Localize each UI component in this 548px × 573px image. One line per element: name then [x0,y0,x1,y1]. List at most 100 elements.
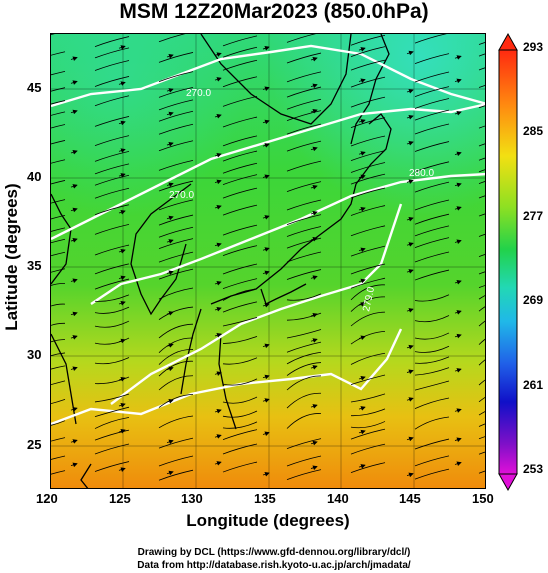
streamline-arrow [262,174,270,180]
colorbar [498,32,518,492]
streamline-arrow [166,239,174,244]
streamline-arrow [358,464,366,469]
streamline-arrow [406,369,414,375]
streamline-arrow [214,371,222,376]
contour-label: 270.0 [186,88,211,99]
streamline-arrow [310,275,318,280]
colorbar-tick-label: 269 [523,293,544,307]
temperature-field: 270.0 270.0 280.0 279.0 [51,34,485,488]
streamline-arrow [454,110,462,116]
contour-label-group: 270.0 270.0 280.0 279.0 [169,88,434,313]
colorbar-max-arrow [498,32,518,51]
streamline-arrow [118,428,126,434]
streamline [51,34,485,481]
streamline-arrow [70,335,78,340]
y-axis-label: Latitude (degrees) [2,183,21,331]
streamline-arrow [310,146,318,152]
contour-label: 270.0 [169,190,194,201]
streamline-arrow [454,78,462,84]
streamline-arrow [406,114,414,120]
streamline-arrow [118,467,126,472]
streamline-arrow [454,437,462,443]
streamline-arrow [358,335,366,341]
streamline-arrow [358,174,366,180]
colorbar-tick-label: 253 [523,462,544,476]
streamline-arrow [70,109,78,115]
streamline-arrow [454,461,462,467]
streamline-arrow [358,78,366,84]
streamline-arrow [406,269,414,274]
streamline-arrow [406,140,414,146]
streamline-arrow [70,407,78,412]
x-tick-label: 130 [181,491,203,506]
wind-streamlines [51,34,485,481]
streamline-arrow [358,151,366,156]
y-tick-label: 35 [27,258,42,273]
streamline-arrow [262,247,270,252]
streamline-arrow [358,247,366,253]
streamline-arrow [310,236,318,242]
streamline-arrow [118,45,126,50]
streamline-arrow [214,52,222,57]
map-plot-area: 270.0 270.0 280.0 279.0 [50,33,486,489]
x-tick-label: 145 [399,491,421,506]
streamline-arrow [262,215,270,220]
streamline-arrow [262,471,270,477]
streamline-arrow [70,207,78,213]
streamline-arrow [262,270,270,276]
colorbar-tick-label: 261 [523,378,544,392]
streamline-arrow [166,311,174,316]
streamline-arrow [358,47,366,52]
streamline-arrow [262,398,270,403]
streamline-arrow [118,120,126,126]
streamline-arrow [262,374,270,380]
streamline-arrow [454,206,462,211]
colorbar-tick-label: 285 [523,124,544,138]
streamline-arrow [70,184,78,189]
credit-data-source: Data from http://database.rish.kyoto-u.a… [137,560,411,571]
streamline-arrow [70,278,78,284]
streamline-arrow [70,238,78,243]
streamline-arrow [406,436,414,442]
map-title: MSM 12Z20Mar2023 (850.0hPa) [119,0,429,23]
streamline-arrow [166,470,174,476]
colorbar-tick-label: 293 [523,40,544,54]
streamline-arrow [454,182,462,188]
streamline-arrow [70,439,78,444]
streamline-arrow [406,308,414,313]
streamline-arrow [214,434,222,439]
streamline-arrow [166,343,174,348]
streamline-arrow [310,404,318,409]
streamline-arrow [70,80,78,85]
streamline-arrow [166,439,174,445]
streamline-arrow [262,302,270,308]
streamline-arrow [310,465,318,471]
streamline-arrow [262,143,270,148]
x-axis-label: Longitude (degrees) [186,511,350,530]
streamline-arrow [166,398,174,404]
streamline-arrow [214,179,222,185]
streamline-arrow [118,275,126,281]
streamline-arrow [166,53,174,59]
streamline-arrow [454,310,462,315]
streamline-arrow [214,77,222,82]
streamline-arrow [166,88,174,93]
streamline-arrow [358,429,366,435]
x-tick-label: 125 [109,491,131,506]
y-tick-label: 45 [27,80,42,95]
streamline-arrow [358,302,366,307]
streamline-arrow [454,55,462,60]
streamline-arrow [310,365,318,370]
streamline-arrow [214,461,222,466]
streamline-arrow [118,209,126,215]
streamline-arrow [406,216,414,222]
streamline-arrow [70,56,78,61]
streamline-arrow [406,472,414,478]
streamline-arrow [358,119,366,124]
streamline-arrow [118,402,126,408]
streamline-arrow [118,301,126,306]
streamline-arrow [214,408,222,414]
streamline-arrow [262,343,270,349]
streamline-arrow [262,119,270,125]
streamline-arrow [454,151,462,157]
